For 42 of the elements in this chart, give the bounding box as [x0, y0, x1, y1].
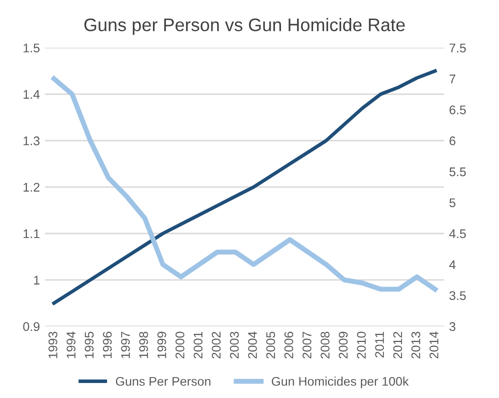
y2-tick-label: 5.5: [449, 168, 466, 176]
y-tick-label: 1.2: [24, 182, 40, 192]
y2-tick-label: 3.5: [449, 291, 466, 300]
x-tick-label: 2003: [230, 332, 239, 358]
x-tick-label: 1999: [157, 332, 166, 358]
x-tick-label: 1993: [48, 332, 58, 358]
y-tick-label: 1.1: [24, 229, 40, 238]
x-tick-label: 2005: [266, 332, 276, 358]
y-tick-label: 1: [34, 276, 40, 284]
legend-label: Guns Per Person: [116, 376, 210, 386]
y2-tick-label: 5: [449, 198, 456, 208]
x-tick-label: 1995: [84, 332, 94, 358]
y-tick-label: 1.4: [24, 90, 40, 99]
x-tick-label: 2012: [393, 332, 402, 358]
y-tick-label: 1.3: [24, 136, 40, 146]
x-tick-label: 2013: [411, 332, 420, 358]
x-tick-label: 1994: [66, 332, 76, 358]
y2-tick-label: 6.5: [450, 105, 466, 114]
x-tick-label: 2004: [248, 332, 257, 358]
y2-tick-label: 7: [450, 74, 456, 84]
y-tick-label: 0.9: [23, 322, 40, 332]
y2-tick-label: 4: [449, 260, 456, 269]
x-tick-label: 2006: [284, 332, 294, 358]
x-tick-label: 2007: [302, 332, 312, 358]
y2-tick-label: 6: [450, 136, 456, 146]
x-tick-label: 2011: [375, 332, 384, 358]
y-tick-label: 1.5: [24, 44, 40, 52]
y2-tick-label: 7.5: [450, 44, 466, 52]
x-tick-label: 2010: [356, 332, 366, 358]
chart-title: Guns per Person vs Gun Homicide Rate: [84, 18, 405, 35]
legend-label: Gun Homicides per 100k: [272, 376, 409, 388]
x-tick-label: 2000: [176, 332, 184, 358]
x-tick-label: 2009: [338, 332, 348, 358]
x-tick-label: 1998: [139, 332, 148, 358]
x-tick-label: 2002: [212, 332, 221, 358]
x-tick-label: 2014: [430, 332, 438, 358]
x-tick-label: 1997: [121, 332, 130, 358]
x-tick-label: 2008: [320, 332, 330, 358]
x-tick-label: 2001: [194, 332, 202, 358]
y2-tick-label: 3: [449, 322, 456, 332]
x-tick-label: 1996: [102, 332, 112, 358]
y2-tick-label: 4.5: [449, 229, 466, 238]
